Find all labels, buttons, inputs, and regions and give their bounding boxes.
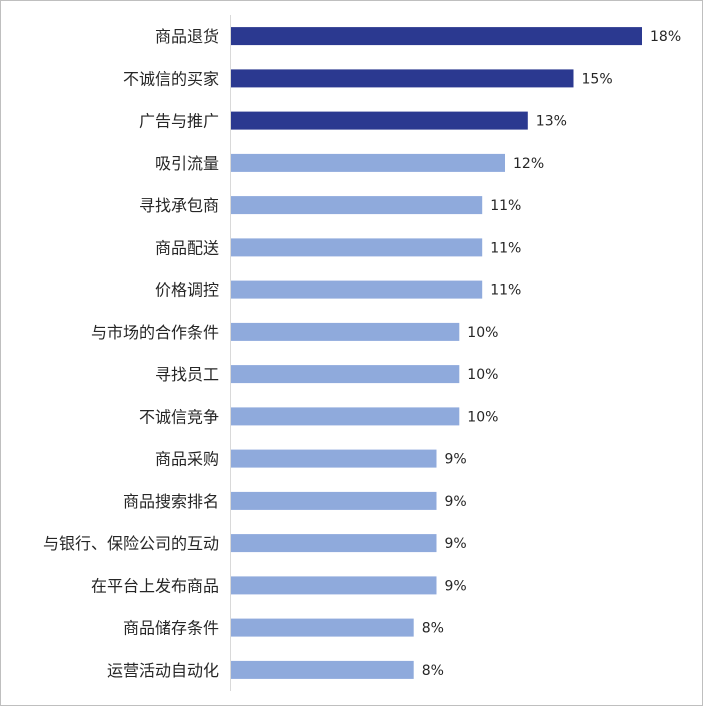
value-label: 9%	[445, 536, 467, 552]
value-label: 11%	[490, 198, 521, 214]
bar-8	[231, 322, 460, 341]
value-label: 8%	[422, 663, 444, 679]
category-label: 商品配送	[155, 238, 219, 257]
value-label: 11%	[490, 240, 521, 256]
bar-4	[231, 153, 505, 172]
category-label: 不诚信的买家	[123, 69, 219, 88]
value-label: 12%	[513, 156, 544, 172]
category-label: 商品退货	[155, 27, 219, 46]
bar-3	[231, 111, 528, 130]
category-label: 价格调控	[155, 281, 219, 300]
bar-12	[231, 491, 437, 510]
value-label: 9%	[445, 578, 467, 594]
category-label: 在平台上发布商品	[91, 576, 219, 595]
value-label: 8%	[422, 621, 444, 637]
category-label: 与市场的合作条件	[91, 323, 219, 342]
category-label: 广告与推广	[139, 112, 219, 131]
value-label: 13%	[536, 114, 567, 130]
category-label: 商品搜索排名	[123, 492, 219, 511]
category-label: 商品采购	[155, 450, 219, 469]
bar-16	[231, 660, 414, 679]
category-label: 寻找员工	[155, 365, 219, 384]
value-label: 15%	[582, 71, 613, 87]
category-label: 运营活动自动化	[107, 661, 219, 680]
category-label: 不诚信竞争	[139, 407, 219, 426]
category-label: 商品储存条件	[123, 619, 219, 638]
category-label: 与银行、保险公司的互动	[43, 534, 219, 553]
value-label: 18%	[650, 29, 681, 45]
value-label: 11%	[490, 283, 521, 299]
bar-11	[231, 449, 437, 468]
bar-5	[231, 196, 483, 215]
bar-10	[231, 407, 460, 426]
value-label: 9%	[445, 494, 467, 510]
value-label: 9%	[445, 452, 467, 468]
bar-1	[231, 27, 642, 46]
bar-6	[231, 238, 483, 257]
value-label: 10%	[467, 409, 498, 425]
bar-15	[231, 618, 414, 637]
bar-14	[231, 576, 437, 595]
category-label: 寻找承包商	[139, 196, 219, 215]
bar-9	[231, 365, 460, 384]
bar-2	[231, 69, 574, 88]
value-label: 10%	[467, 367, 498, 383]
bar-13	[231, 534, 437, 553]
bar-7	[231, 280, 483, 299]
category-label: 吸引流量	[155, 154, 219, 173]
value-label: 10%	[467, 325, 498, 341]
